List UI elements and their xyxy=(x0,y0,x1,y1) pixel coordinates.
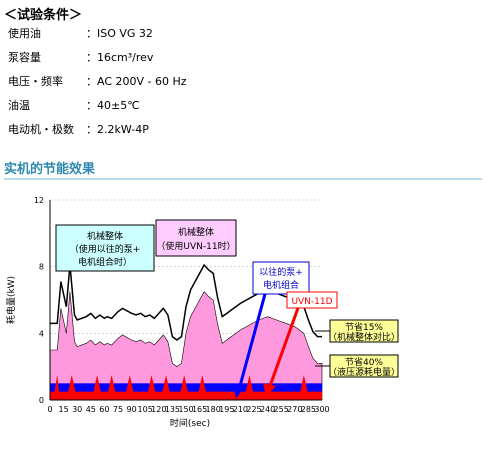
x-tick-label: 285 xyxy=(301,405,316,414)
section-heading: 实机的节能效果 xyxy=(4,162,96,177)
annotation-uvn: 机械整体 （使用UVN-11时） xyxy=(155,219,237,257)
annotation-combo: 以往的泵+ 电机组合 xyxy=(252,261,310,295)
annotation-line: （使用UVN-11时） xyxy=(156,240,235,252)
annotation-line: UVN-11D xyxy=(291,297,332,307)
x-tick-label: 0 xyxy=(47,405,52,414)
x-tick-label: 15 xyxy=(59,405,69,414)
x-tick-label: 255 xyxy=(274,405,289,414)
spec-label: 泵容量 xyxy=(8,51,41,64)
annotation-box xyxy=(252,261,310,295)
x-tick-label: 90 xyxy=(127,405,137,414)
annotation-line: 节省15% xyxy=(345,321,383,333)
annotation-line: 以往的泵+ xyxy=(259,266,303,278)
spec-label: 电动机・极数 xyxy=(8,123,74,136)
spec-value: ：2.2kW-4P xyxy=(86,123,149,136)
x-tick-label: 75 xyxy=(113,405,123,414)
x-tick-label: 60 xyxy=(99,405,109,414)
tick-labels: 0 15 30 45 60 75 90 105120135150165180195210225… xyxy=(34,196,330,414)
x-tick-label: 105 xyxy=(138,405,153,414)
annotation-line: 节省40% xyxy=(345,356,383,368)
y-axis-label: 耗电量(kW) xyxy=(5,276,17,324)
annotation-save40: 节省40% （液压源耗电量） xyxy=(328,354,400,378)
area-conventional xyxy=(49,291,323,401)
annotation-conventional: 机械整体 （使用以往的泵+ 电机组合时） xyxy=(55,224,155,272)
arrow-combo xyxy=(233,293,267,398)
area-uvn11 xyxy=(50,375,322,400)
annotation-line: 机械整体 xyxy=(178,226,214,238)
spec-label: 使用油 xyxy=(8,27,41,40)
x-tick-label: 240 xyxy=(260,405,275,414)
x-axis-label: 时间(sec) xyxy=(170,417,210,429)
arrow-shaft xyxy=(268,307,300,387)
arrow-shaft xyxy=(238,293,267,387)
y-tick-label: 4 xyxy=(39,329,44,338)
area-series xyxy=(49,263,323,401)
test-conditions-title: ＜试验条件＞ xyxy=(4,8,83,23)
heading-divider xyxy=(4,178,482,180)
annotation-line: （液压源耗电量） xyxy=(328,366,400,378)
spec-value: ：AC 200V - 60 Hz xyxy=(86,75,187,88)
x-tick-label: 135 xyxy=(165,405,180,414)
axes xyxy=(49,200,322,401)
x-tick-label: 180 xyxy=(206,405,221,414)
x-tick-label: 165 xyxy=(192,405,207,414)
arrow-uvn11d xyxy=(263,307,300,397)
spec-value: ：ISO VG 32 xyxy=(86,27,153,40)
spec-value: ：16cm³/rev xyxy=(86,51,154,64)
annotation-line: 机械整体 xyxy=(87,230,123,242)
arrow-head xyxy=(233,384,246,398)
x-tick-label: 195 xyxy=(219,405,234,414)
x-tick-label: 300 xyxy=(314,405,329,414)
annotation-box xyxy=(155,219,237,257)
annotation-line: （使用以往的泵+ xyxy=(70,243,141,255)
x-tick-label: 120 xyxy=(151,405,166,414)
arrow-head xyxy=(263,383,276,397)
x-tick-label: 270 xyxy=(287,405,302,414)
x-tick-label: 150 xyxy=(178,405,193,414)
power-consumption-chart: 0 15 30 45 60 75 90 105120135150165180195210225… xyxy=(5,196,400,429)
spec-value: ：40±5℃ xyxy=(86,99,140,112)
x-tick-label: 45 xyxy=(86,405,96,414)
annotation-line: （机械整体对比） xyxy=(328,331,400,343)
annotation-line: 电机组合 xyxy=(263,279,299,291)
x-tick-label: 225 xyxy=(246,405,261,414)
annotation-uvn11d: UVN-11D xyxy=(286,291,338,309)
connector-lines xyxy=(315,330,330,367)
x-tick-label: 30 xyxy=(72,405,82,414)
annotation-line: 电机组合时） xyxy=(78,256,132,268)
spec-label: 油温 xyxy=(8,99,30,112)
y-tick-label: 12 xyxy=(34,196,44,205)
annotation-save15: 节省15% （机械整体对比） xyxy=(328,319,400,343)
annotation-box xyxy=(55,224,155,272)
y-tick-label: 8 xyxy=(39,263,44,272)
y-tick-label: 0 xyxy=(39,396,44,405)
x-tick-label: 210 xyxy=(233,405,248,414)
annotation-box xyxy=(286,291,338,309)
spec-label: 电压・频率 xyxy=(8,75,63,88)
